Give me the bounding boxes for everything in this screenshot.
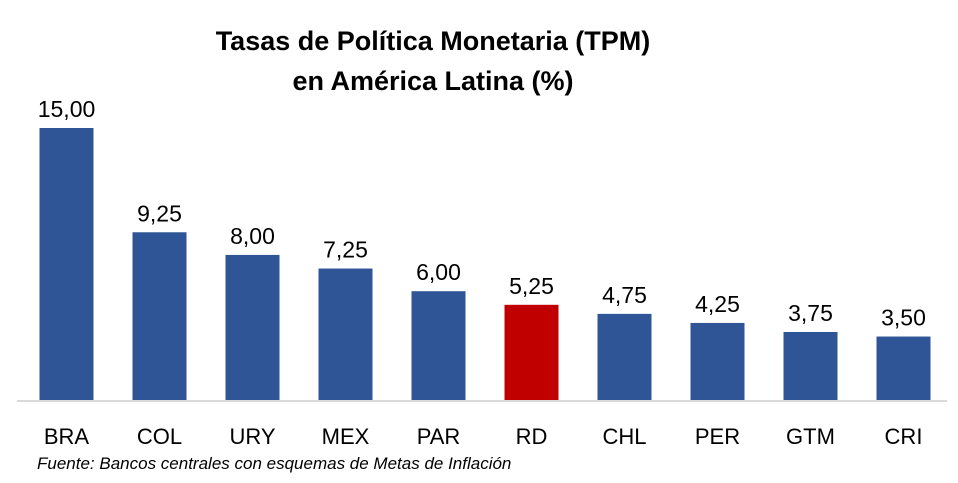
value-labels-group: 15,00 9,25 8,00 7,25 6,00 5,25 4,75 4,25 3,75 3,5… (38, 96, 926, 331)
value-label-rd: 5,25 (509, 273, 554, 299)
bar-chl (597, 313, 652, 400)
chart-title-line-1: Tasas de Política Monetaria (TPM) (215, 26, 651, 56)
category-label-rd: RD (516, 424, 548, 449)
value-label-ury: 8,00 (230, 223, 275, 249)
value-label-gtm: 3,75 (788, 300, 833, 326)
category-label-gtm: GTM (786, 424, 835, 449)
bar-bra (39, 128, 94, 400)
bar-per (690, 322, 745, 400)
category-label-chl: CHL (602, 424, 646, 449)
bar-rd (504, 304, 559, 400)
category-label-ury: URY (229, 424, 275, 449)
category-labels-group: BRA COL URY MEX PAR RD CHL PER GTM CRI (44, 424, 923, 449)
bar-mex (318, 268, 373, 400)
category-label-cri: CRI (885, 424, 923, 449)
value-label-per: 4,25 (695, 291, 740, 317)
value-label-chl: 4,75 (602, 282, 647, 308)
bar-col (132, 232, 187, 400)
value-label-par: 6,00 (416, 259, 461, 285)
value-label-col: 9,25 (137, 200, 182, 226)
bar-ury (225, 254, 280, 400)
category-label-col: COL (137, 424, 182, 449)
bar-par (411, 291, 466, 400)
value-label-bra: 15,00 (38, 96, 96, 122)
category-label-par: PAR (417, 424, 461, 449)
category-label-per: PER (695, 424, 740, 449)
bar-gtm (783, 332, 838, 400)
category-label-bra: BRA (44, 424, 90, 449)
source-note: Fuente: Bancos centrales con esquemas de… (37, 454, 512, 473)
chart-title-line-2: en América Latina (%) (292, 66, 574, 96)
bars-group (39, 128, 931, 400)
bar-cri (876, 336, 931, 400)
category-label-mex: MEX (322, 424, 370, 449)
value-label-cri: 3,50 (881, 305, 926, 331)
value-label-mex: 7,25 (323, 237, 368, 263)
